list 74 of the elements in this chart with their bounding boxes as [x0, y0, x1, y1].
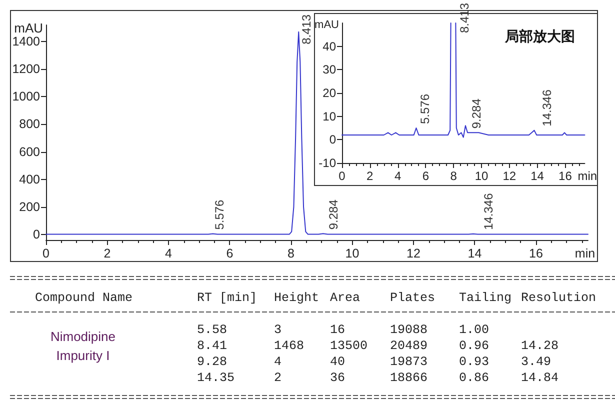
y-tick-label: 600	[19, 144, 40, 159]
x-tick-label: 2	[104, 246, 111, 260]
x-tick-label: 6	[422, 169, 430, 183]
data-label: 0.86	[459, 370, 490, 386]
y-tick-label: 1200	[12, 62, 40, 76]
text: Nimodipine Impurity I	[49, 328, 117, 365]
x-axis-title: min	[578, 169, 598, 183]
data-label: 14.28	[521, 338, 559, 354]
data-label: 3	[274, 322, 282, 338]
x-tick-label: 6	[226, 246, 234, 260]
data-label: 0.96	[459, 338, 490, 354]
x-tick-label: 16	[558, 169, 572, 183]
y-tick-label: 400	[19, 172, 40, 186]
x-tick-label: 14	[530, 169, 544, 183]
x-tick-label: 10	[345, 246, 360, 260]
data-label: 13500	[330, 338, 368, 354]
x-tick-label: 4	[165, 246, 172, 260]
annotation: 5.576	[212, 199, 227, 230]
category-label: Height	[274, 290, 320, 306]
annotation: 8.413	[300, 14, 314, 44]
data-label: 14.84	[521, 370, 559, 386]
data-label: 36	[330, 370, 346, 386]
category-label: Plates	[390, 290, 436, 306]
x-tick-label: 12	[406, 246, 420, 260]
annotation: 5.576	[418, 94, 432, 124]
category-label: Tailing	[459, 290, 512, 306]
data-label: 5.58	[197, 322, 228, 338]
data-label: 0.93	[459, 354, 490, 370]
x-tick-label: 16	[528, 246, 543, 260]
data-label: 14.35	[197, 370, 235, 386]
data-label: 2	[274, 370, 282, 386]
y-tick-label: 20	[322, 86, 336, 100]
x-tick-label: 2	[366, 169, 374, 183]
x-tick-label: 12	[502, 169, 516, 183]
y-tick-label: 40	[322, 39, 336, 54]
annotation: 9.284	[326, 199, 340, 230]
chart-title: 局部放大图	[504, 28, 575, 45]
x-tick-label: 0	[42, 246, 50, 260]
data-label: 3.49	[521, 354, 552, 370]
y-tick-label: 10	[322, 109, 336, 124]
y-tick-label: 1400	[12, 34, 40, 49]
x-tick-label: 0	[338, 169, 346, 183]
data-label: 16	[330, 322, 346, 338]
annotation: 14.346	[481, 192, 496, 230]
data-label: 1.00	[459, 322, 490, 338]
y-tick-label: 30	[322, 62, 336, 77]
data-label: 4	[274, 354, 282, 370]
data-label: 19088	[390, 322, 428, 338]
data-label: 19873	[390, 354, 428, 370]
y-tick-label: 1000	[12, 90, 40, 104]
category-label: Resolution	[521, 290, 596, 306]
data-label: 9.28	[197, 354, 228, 370]
data-label: 8.41	[197, 338, 228, 354]
y-tick-label: 200	[19, 200, 40, 214]
data-label: 20489	[390, 338, 428, 354]
data-label: 18866	[390, 370, 428, 386]
data-label: 1468	[274, 338, 304, 354]
y-tick-label: 800	[19, 117, 40, 132]
y-tick-label: 0	[329, 132, 336, 147]
x-axis-title: min	[574, 246, 596, 260]
x-tick-label: 8	[287, 246, 294, 260]
x-tick-label: 4	[394, 169, 402, 183]
x-tick-label: 14	[468, 246, 482, 260]
x-tick-label: 10	[474, 169, 488, 183]
y-tick-label: -10	[318, 156, 336, 170]
y-axis-title: mAU	[314, 19, 340, 31]
annotation: 14.346	[540, 89, 554, 126]
category-label: Compound Name	[35, 290, 133, 306]
category-label: RT [min]	[197, 290, 258, 306]
annotation: 9.284	[470, 98, 484, 129]
y-tick-label: 0	[33, 227, 40, 242]
y-axis-title: mAU	[14, 20, 43, 36]
category-label: Area	[330, 290, 360, 306]
x-tick-label: 8	[450, 169, 458, 183]
